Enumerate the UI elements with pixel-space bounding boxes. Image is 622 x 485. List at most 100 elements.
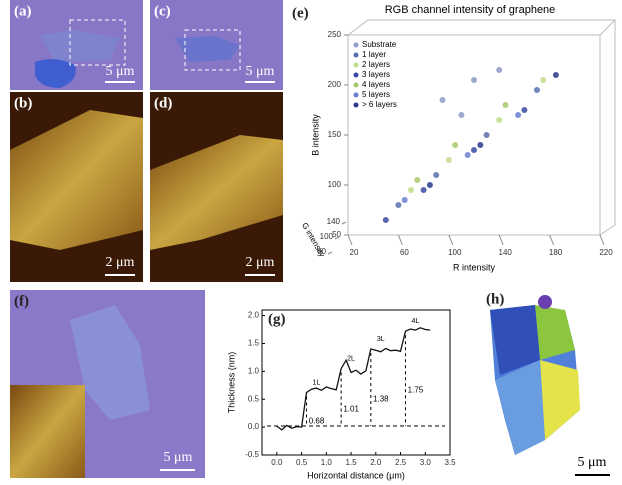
point — [395, 202, 401, 208]
x-tick-label: 1.5 — [345, 458, 357, 467]
z-tick — [342, 222, 346, 224]
point — [433, 172, 439, 178]
x-tick-label: 220 — [599, 248, 613, 257]
legend-marker — [354, 93, 359, 98]
x-tick — [550, 235, 554, 245]
point — [534, 87, 540, 93]
legend-marker — [354, 73, 359, 78]
x-tick-label: 180 — [549, 248, 563, 257]
layer-label: 3L — [377, 336, 385, 343]
x-tick-label: 20 — [350, 248, 359, 257]
legend-marker — [354, 43, 359, 48]
layer-label: 2L — [347, 355, 355, 362]
panel-label: (f) — [14, 293, 29, 309]
step-label: 1.38 — [373, 395, 389, 404]
legend-marker — [354, 53, 359, 58]
y-tick-label: 0.0 — [248, 422, 260, 431]
scale-label: 5 μm — [246, 64, 275, 79]
y-tick-label: 150 — [328, 130, 342, 139]
panel-label: (e) — [292, 5, 309, 21]
chart-title: RGB channel intensity of graphene — [385, 4, 556, 16]
legend-label: Substrate — [362, 40, 397, 49]
legend-marker — [354, 83, 359, 88]
point — [402, 197, 408, 203]
plot-area — [262, 310, 450, 455]
x-tick — [348, 235, 352, 245]
legend-label: 2 layers — [362, 60, 390, 69]
y-tick-label: 0.5 — [248, 394, 260, 403]
panel-label: (d) — [154, 95, 172, 111]
step-label: 0.68 — [309, 416, 325, 425]
z-tick-label: 100 — [320, 232, 334, 241]
panel-label: (g) — [268, 311, 286, 327]
point — [521, 107, 527, 113]
x-axis-label: R intensity — [453, 262, 496, 272]
point — [477, 142, 483, 148]
point — [515, 112, 521, 118]
x-tick-label: 60 — [400, 248, 409, 257]
x-tick — [398, 235, 402, 245]
point — [471, 77, 477, 83]
panel-label: (c) — [154, 3, 171, 19]
panel-label: (h) — [486, 291, 504, 307]
point — [458, 112, 464, 118]
point — [427, 182, 433, 188]
x-tick-label: 3.5 — [444, 458, 456, 467]
y-tick-label: 1.5 — [248, 339, 260, 348]
panel-label: (a) — [14, 3, 32, 19]
page: (a) 5 μm (c) 5 μm (b) 2 μm (d) 2 μm (f) … — [0, 0, 622, 485]
z-tick — [328, 252, 332, 254]
point — [496, 117, 502, 123]
x-tick-label: 100 — [448, 248, 462, 257]
step-label: 1.01 — [343, 404, 359, 413]
point — [471, 147, 477, 153]
layer-map — [540, 360, 580, 440]
x-tick-label: 0.5 — [296, 458, 308, 467]
y-axis-label: B intensity — [310, 114, 320, 156]
x-tick — [499, 235, 503, 245]
point — [421, 187, 427, 193]
legend-label: 4 layers — [362, 80, 390, 89]
legend-marker — [354, 103, 359, 108]
point — [440, 97, 446, 103]
legend-label: 1 layer — [362, 50, 386, 59]
y-axis-label: Thickness (nm) — [226, 352, 236, 414]
legend-label: 3 layers — [362, 70, 390, 79]
point — [465, 152, 471, 158]
afm-inset — [10, 385, 85, 478]
y-tick-label: 250 — [328, 30, 342, 39]
z-tick-label: 140 — [327, 217, 341, 226]
plot-box — [348, 20, 615, 235]
point — [553, 72, 559, 78]
point — [484, 132, 490, 138]
legend-label: > 6 layers — [362, 100, 397, 109]
layer-label: 1L — [313, 379, 321, 386]
point — [540, 77, 546, 83]
y-tick-label: -0.5 — [245, 450, 259, 459]
x-tick-label: 0.0 — [271, 458, 283, 467]
x-tick-label: 1.0 — [321, 458, 333, 467]
y-tick-label: 1.0 — [248, 366, 260, 375]
x-tick — [449, 235, 453, 245]
panel-label: (b) — [14, 95, 32, 111]
legend-label: 5 layers — [362, 90, 390, 99]
point — [414, 177, 420, 183]
y-tick-label: 200 — [328, 80, 342, 89]
figure: (a) 5 μm (c) 5 μm (b) 2 μm (d) 2 μm (f) … — [0, 0, 622, 485]
scale-label: 5 μm — [578, 455, 607, 470]
point — [446, 157, 452, 163]
point — [408, 187, 414, 193]
scale-label: 5 μm — [106, 64, 135, 79]
y-tick-label: 100 — [328, 180, 342, 189]
point — [383, 217, 389, 223]
scale-label: 2 μm — [106, 255, 135, 270]
x-tick-label: 2.5 — [395, 458, 407, 467]
legend-marker — [354, 63, 359, 68]
point — [452, 142, 458, 148]
layer-label: 4L — [411, 318, 419, 325]
y-tick-label: 2.0 — [248, 311, 260, 320]
x-tick-label: 3.0 — [420, 458, 432, 467]
step-label: 1.75 — [408, 386, 424, 395]
scale-label: 2 μm — [246, 255, 275, 270]
x-tick — [600, 235, 604, 245]
